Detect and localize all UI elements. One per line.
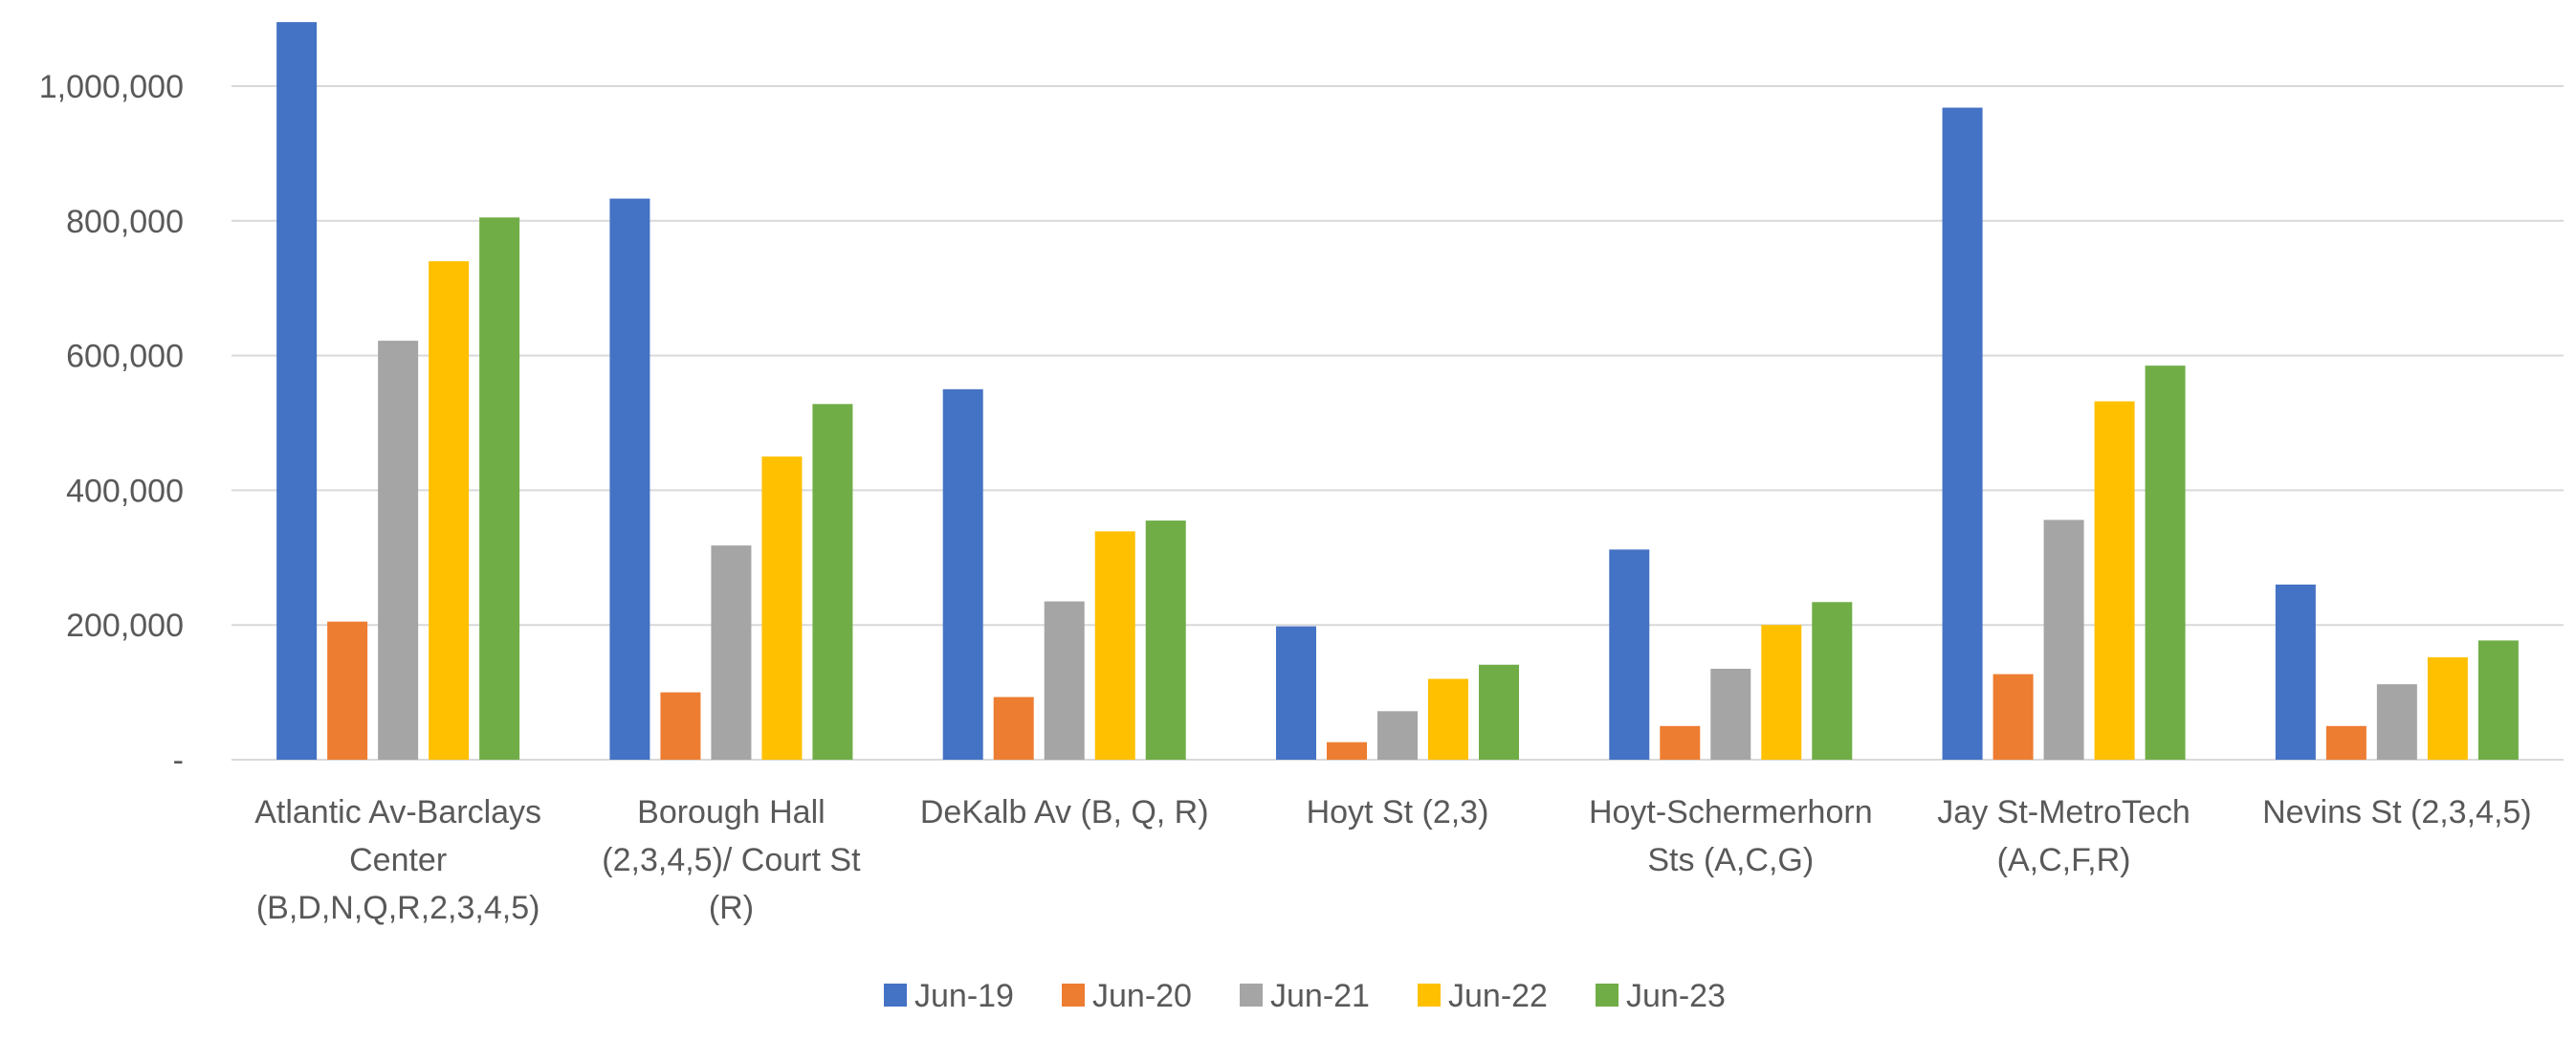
bar-jun-20-cat-3 <box>1327 742 1367 760</box>
x-category-label-line: Borough Hall <box>637 794 826 830</box>
x-axis-category-labels: Atlantic Av-Barclays Center (B,D,N,Q,R,2,3… <box>254 794 2531 926</box>
bar-jun-22-cat-5 <box>2094 401 2135 760</box>
gridlines <box>231 85 2564 761</box>
bar-jun-22-cat-6 <box>2427 656 2468 760</box>
bar-jun-21-cat-1 <box>711 545 752 760</box>
bar-jun-23-cat-3 <box>1479 664 1519 760</box>
bar-jun-21-cat-0 <box>378 341 419 760</box>
x-category-label-line: Nevins St (2,3,4,5) <box>2262 794 2532 830</box>
bar-jun-21-cat-3 <box>1377 711 1418 760</box>
x-category-label-line: (R) <box>709 890 754 926</box>
x-category-label: Atlantic Av-Barclays Center (B,D,N,Q,R,2,3… <box>254 794 541 926</box>
bar-jun-19-cat-4 <box>1609 549 1650 760</box>
x-category-label-line: Sts (A,C,G) <box>1647 842 1814 878</box>
bar-jun-20-cat-2 <box>993 697 1034 760</box>
x-category-label: Hoyt-Schermerhorn Sts (A,C,G) <box>1589 794 1873 878</box>
legend-swatch-jun-21 <box>1240 984 1263 1007</box>
x-category-label-line: Atlantic Av-Barclays <box>254 794 541 830</box>
y-tick-label: - <box>173 742 184 779</box>
bar-jun-19-cat-3 <box>1276 626 1316 760</box>
x-category-label-line: Center <box>349 842 447 878</box>
bar-jun-19-cat-1 <box>609 198 650 760</box>
bar-jun-23-cat-6 <box>2477 640 2519 760</box>
bar-jun-23-cat-5 <box>2145 365 2186 760</box>
x-category-label-line: DeKalb Av (B, Q, R) <box>920 794 1209 830</box>
y-tick-label: 600,000 <box>66 339 184 375</box>
x-category-label: Nevins St (2,3,4,5) <box>2262 794 2532 830</box>
y-axis-tick-labels: - 200,000 400,000 600,000 800,000 1,000,000 <box>39 69 184 779</box>
y-tick-label: 400,000 <box>66 473 184 509</box>
bar-jun-20-cat-1 <box>660 692 701 760</box>
bar-jun-21-cat-6 <box>2376 684 2417 760</box>
bar-jun-23-cat-0 <box>479 217 520 760</box>
legend: Jun-19 Jun-20 Jun-21 Jun-22 Jun-23 <box>884 978 1726 1014</box>
bars <box>276 22 2519 761</box>
legend-swatch-jun-19 <box>884 984 907 1007</box>
bar-jun-21-cat-2 <box>1044 601 1085 760</box>
legend-swatch-jun-23 <box>1596 984 1618 1007</box>
x-category-label: Borough Hall (2,3,4,5)/ Court St (R) <box>602 794 861 926</box>
legend-label-jun-20: Jun-20 <box>1092 978 1192 1014</box>
legend-label-jun-23: Jun-23 <box>1626 978 1726 1014</box>
y-tick-label: 800,000 <box>66 204 184 240</box>
x-category-label-line: (A,C,F,R) <box>1997 842 2131 878</box>
x-category-label-line: Jay St-MetroTech <box>1937 794 2191 830</box>
bar-jun-22-cat-3 <box>1428 678 1468 760</box>
x-category-label-line: Hoyt St (2,3) <box>1307 794 1489 830</box>
x-category-label-line: (B,D,N,Q,R,2,3,4,5) <box>256 890 540 926</box>
bar-jun-20-cat-0 <box>327 621 368 760</box>
bar-jun-23-cat-2 <box>1145 520 1186 760</box>
x-category-label: DeKalb Av (B, Q, R) <box>920 794 1209 830</box>
legend-label-jun-21: Jun-21 <box>1270 978 1370 1014</box>
x-category-label-line: (2,3,4,5)/ Court St <box>602 842 861 878</box>
bar-jun-19-cat-6 <box>2275 584 2316 760</box>
bar-jun-22-cat-1 <box>761 456 803 760</box>
bar-jun-19-cat-0 <box>276 22 318 761</box>
bar-jun-21-cat-4 <box>1710 668 1751 760</box>
legend-swatch-jun-20 <box>1062 984 1085 1007</box>
y-tick-label: 1,000,000 <box>39 69 184 105</box>
bar-jun-19-cat-2 <box>942 388 983 760</box>
legend-label-jun-22: Jun-22 <box>1448 978 1548 1014</box>
bar-jun-20-cat-5 <box>1993 674 2034 760</box>
legend-swatch-jun-22 <box>1418 984 1441 1007</box>
x-category-label-line: Hoyt-Schermerhorn <box>1589 794 1873 830</box>
bar-jun-20-cat-6 <box>2325 725 2367 760</box>
bar-jun-22-cat-4 <box>1761 625 1802 760</box>
bar-jun-21-cat-5 <box>2043 520 2084 760</box>
x-category-label: Jay St-MetroTech (A,C,F,R) <box>1937 794 2191 878</box>
legend-label-jun-19: Jun-19 <box>914 978 1014 1014</box>
bar-jun-23-cat-4 <box>1812 602 1853 760</box>
bar-jun-22-cat-0 <box>429 261 470 760</box>
y-tick-label: 200,000 <box>66 608 184 644</box>
bar-jun-19-cat-5 <box>1942 107 1983 760</box>
bar-jun-23-cat-1 <box>812 404 853 760</box>
bar-jun-22-cat-2 <box>1094 531 1135 760</box>
x-category-label: Hoyt St (2,3) <box>1307 794 1489 830</box>
bar-jun-20-cat-4 <box>1660 725 1701 760</box>
